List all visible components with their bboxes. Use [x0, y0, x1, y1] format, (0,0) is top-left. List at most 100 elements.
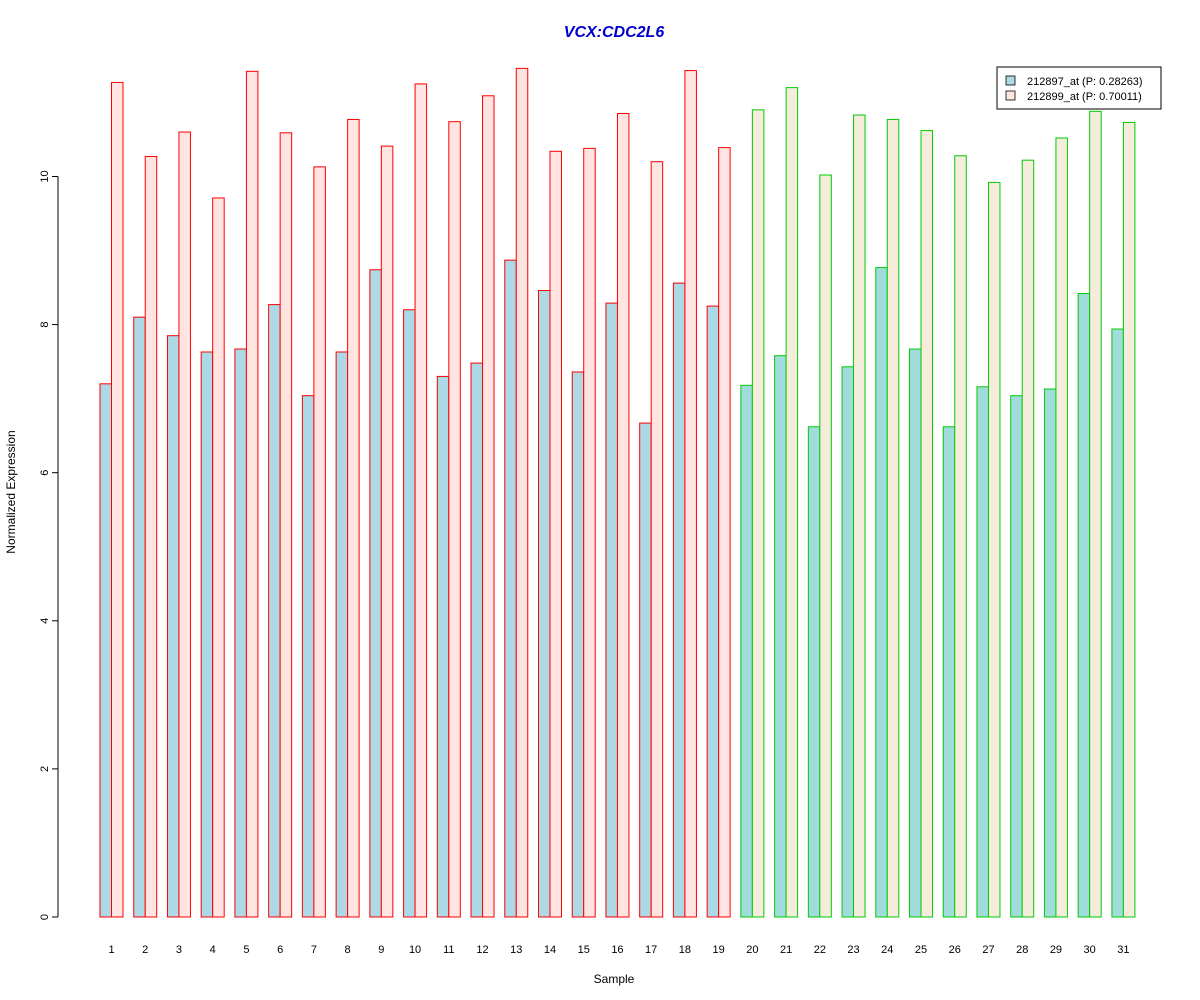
x-tick-label: 6 — [277, 944, 283, 956]
x-tick-label: 17 — [645, 944, 657, 956]
bars-group — [99, 67, 1136, 918]
x-tick-label: 24 — [881, 944, 893, 956]
x-tick-label: 4 — [210, 944, 216, 956]
bar-series-2 — [144, 155, 158, 918]
x-tick-label: 14 — [544, 944, 556, 956]
legend-entry-label: 212897_at (P: 0.28263) — [1027, 76, 1143, 88]
x-tick-label: 31 — [1117, 944, 1129, 956]
bar-series-1 — [537, 290, 551, 918]
bar-series-1 — [436, 375, 450, 918]
bar-series-2 — [448, 121, 461, 918]
bar-series-1 — [504, 259, 517, 918]
bar-series-2 — [313, 166, 326, 918]
bar-series-2 — [178, 131, 191, 918]
bar-series-1 — [841, 366, 855, 918]
bar-series-1 — [942, 426, 956, 918]
bar-series-2 — [549, 150, 562, 918]
bar-series-2 — [515, 67, 529, 918]
bar-series-1 — [133, 316, 146, 918]
bar-series-1 — [166, 335, 180, 918]
bar-series-2 — [684, 70, 697, 918]
bar-series-1 — [605, 302, 618, 918]
bar-series-1 — [200, 351, 214, 918]
y-tick-label: 10 — [39, 170, 51, 182]
bar-series-1 — [639, 422, 652, 918]
legend-swatch — [1005, 90, 1016, 101]
y-axis: 0 2 4 6 8 10 — [39, 170, 59, 920]
x-tick-label: 1 — [108, 944, 114, 956]
x-axis-tick-labels: 1 2 3 4 5 6 7 8 9 10 11 12 13 14 15 16 17 18 19 20 21 22 23 24 2… — [108, 944, 1129, 956]
x-tick-label: 2 — [142, 944, 148, 956]
bar-series-1 — [99, 383, 112, 918]
bar-series-2 — [751, 109, 765, 918]
x-tick-label: 7 — [311, 944, 317, 956]
bar-series-1 — [1010, 395, 1023, 918]
x-axis-label: Sample — [594, 972, 635, 986]
bar-series-2 — [718, 147, 731, 918]
x-tick-label: 5 — [243, 944, 249, 956]
bar-series-2 — [650, 161, 664, 918]
bar-series-2 — [954, 155, 967, 918]
bar-series-2 — [1089, 110, 1102, 918]
bar-series-1 — [1111, 328, 1124, 918]
bar-series-2 — [111, 81, 124, 918]
bar-series-1 — [403, 309, 416, 918]
bar-series-1 — [774, 355, 787, 918]
x-tick-label: 27 — [982, 944, 994, 956]
bar-series-2 — [785, 87, 799, 918]
y-tick-label: 0 — [39, 914, 51, 920]
bar-series-1 — [571, 371, 585, 918]
bar-series-1 — [740, 384, 753, 918]
x-tick-label: 9 — [378, 944, 384, 956]
bar-series-1 — [807, 426, 821, 918]
x-tick-label: 3 — [176, 944, 182, 956]
bar-series-1 — [1043, 388, 1057, 918]
bar-series-2 — [853, 114, 866, 918]
x-tick-label: 22 — [814, 944, 826, 956]
legend: 212897_at (P: 0.28263) 212899_at (P: 0.70… — [996, 66, 1162, 110]
y-tick-label: 2 — [39, 766, 51, 772]
bar-series-1 — [1077, 292, 1091, 918]
bar-series-1 — [909, 348, 922, 918]
legend-swatch — [1005, 75, 1016, 86]
bar-series-1 — [672, 282, 686, 918]
x-tick-label: 16 — [611, 944, 623, 956]
legend-box — [996, 66, 1162, 110]
bar-series-2 — [920, 130, 934, 918]
x-tick-label: 23 — [847, 944, 859, 956]
bar-series-2 — [1055, 137, 1068, 918]
bar-series-1 — [335, 351, 349, 918]
y-tick-label: 6 — [39, 470, 51, 476]
bar-series-2 — [279, 132, 293, 918]
bar-series-2 — [212, 197, 225, 918]
bar-series-1 — [369, 269, 382, 918]
x-tick-label: 28 — [1016, 944, 1028, 956]
bar-series-2 — [583, 147, 596, 918]
bar-series-2 — [414, 83, 428, 918]
bar-series-2 — [347, 118, 360, 918]
bar-series-1 — [301, 395, 315, 918]
y-tick-label: 8 — [39, 322, 51, 328]
x-tick-label: 30 — [1084, 944, 1096, 956]
bar-series-2 — [482, 95, 495, 918]
bar-series-2 — [380, 145, 394, 918]
bar-series-1 — [976, 386, 989, 918]
x-tick-label: 18 — [679, 944, 691, 956]
x-tick-label: 20 — [746, 944, 758, 956]
x-tick-label: 12 — [476, 944, 488, 956]
bar-series-2 — [616, 113, 630, 918]
x-tick-label: 21 — [780, 944, 792, 956]
bar-series-2 — [245, 70, 259, 918]
bar-series-2 — [987, 181, 1001, 918]
y-tick-label: 4 — [39, 618, 51, 624]
bar-series-1 — [706, 305, 720, 918]
bar-series-2 — [819, 174, 832, 918]
x-tick-label: 26 — [949, 944, 961, 956]
x-tick-label: 8 — [345, 944, 351, 956]
x-tick-label: 15 — [578, 944, 590, 956]
bar-series-2 — [1122, 121, 1136, 918]
bar-series-1 — [234, 348, 247, 918]
bar-series-1 — [470, 362, 484, 918]
legend-entry-label: 212899_at (P: 0.70011) — [1027, 91, 1142, 103]
